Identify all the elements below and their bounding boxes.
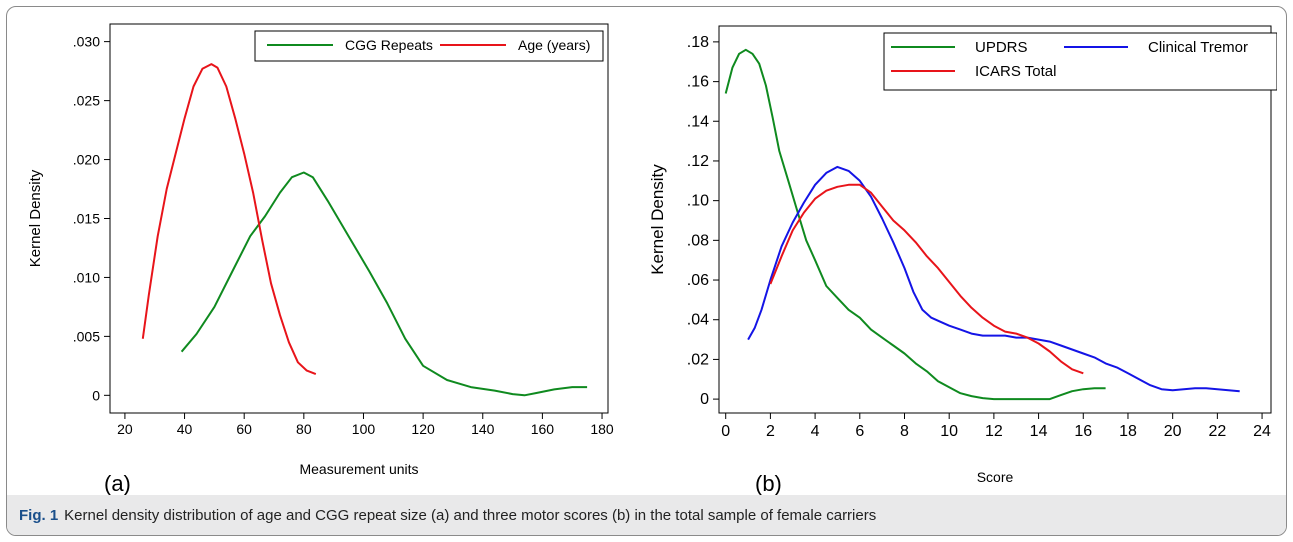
x-tick-label: 160 (531, 421, 555, 437)
x-tick-label: 22 (1208, 423, 1226, 440)
x-axis-label: Score (977, 469, 1014, 485)
y-tick-label: .10 (687, 193, 709, 210)
x-tick-label: 60 (236, 421, 252, 437)
x-tick-label: 18 (1119, 423, 1137, 440)
y-axis-label: Kernel Density (27, 169, 44, 267)
series-line-updrs (724, 48, 1106, 401)
figure-frame: 0.005.010.015.020.025.030 20 40 60 80 100 120 1… (6, 6, 1287, 536)
series-line-clinical-tremor (747, 165, 1240, 393)
y-tick-label: .020 (73, 152, 100, 168)
y-tick-label: .14 (687, 113, 709, 130)
caption-label: Fig. 1 (19, 506, 59, 524)
panel-label: (a) (104, 471, 131, 496)
y-tick-label: .02 (687, 351, 709, 368)
caption-text: Kernel density distribution of age and C… (64, 506, 877, 524)
x-tick-label: 16 (1074, 423, 1092, 440)
panel-label: (b) (755, 471, 782, 496)
y-tick-label: .06 (687, 272, 709, 289)
y-tick-label: .030 (73, 34, 100, 50)
y-tick-label: 0 (700, 391, 709, 408)
legend-box (254, 30, 604, 62)
y-tick-label: .005 (73, 328, 100, 344)
x-tick-label: 140 (471, 421, 495, 437)
x-tick-label: 40 (177, 421, 193, 437)
x-tick-label: 8 (900, 423, 909, 440)
series-line-cgg-repeats (180, 171, 588, 397)
y-tick-label: .12 (687, 153, 709, 170)
x-tick-label: 20 (117, 421, 133, 437)
x-tick-label: 14 (1030, 423, 1048, 440)
y-tick-label: 0 (92, 387, 100, 403)
x-tick-label: 80 (296, 421, 312, 437)
x-tick-label: 20 (1164, 423, 1182, 440)
legend-label: ICARS Total (975, 63, 1056, 80)
y-tick-label: .04 (687, 312, 709, 329)
chart-panel-b: 0.02.04.06.08.10.12.14.16.180 2 4 6 8 10 12 14 1… (648, 25, 1277, 496)
figure-caption: Fig. 1 Kernel density distribution of ag… (7, 495, 1286, 535)
legend-label: CGG Repeats (345, 37, 433, 53)
series-line-age-years (141, 63, 317, 376)
x-tick-label: 2 (766, 423, 775, 440)
y-tick-label: .08 (687, 232, 709, 249)
x-tick-label: 120 (411, 421, 435, 437)
x-tick-label: 180 (590, 421, 614, 437)
x-axis-label: Measurement units (299, 461, 418, 477)
x-tick-label: 0 (721, 423, 730, 440)
y-tick-label: .010 (73, 269, 100, 285)
x-tick-label: 10 (940, 423, 958, 440)
x-tick-label: 24 (1253, 423, 1271, 440)
x-tick-label: 6 (855, 423, 864, 440)
y-tick-label: .015 (73, 211, 100, 227)
y-tick-label: .025 (73, 93, 100, 109)
legend-box (883, 32, 1277, 91)
legend-label: Age (years) (518, 37, 590, 53)
x-tick-label: 12 (985, 423, 1003, 440)
x-tick-label: 100 (352, 421, 376, 437)
legend-label: Clinical Tremor (1148, 39, 1248, 56)
y-tick-label: .16 (687, 74, 709, 91)
x-tick-label: 4 (811, 423, 820, 440)
chart-panel-a: 0 .005 .010 .015 .020 .025 .030 20 40 60 80 100 120 1… (27, 23, 614, 496)
legend-label: UPDRS (975, 39, 1028, 56)
plot-area (109, 23, 609, 414)
series-line-icars-total (769, 183, 1084, 375)
y-tick-label: .18 (687, 34, 709, 51)
y-axis-label: Kernel Density (648, 164, 667, 275)
